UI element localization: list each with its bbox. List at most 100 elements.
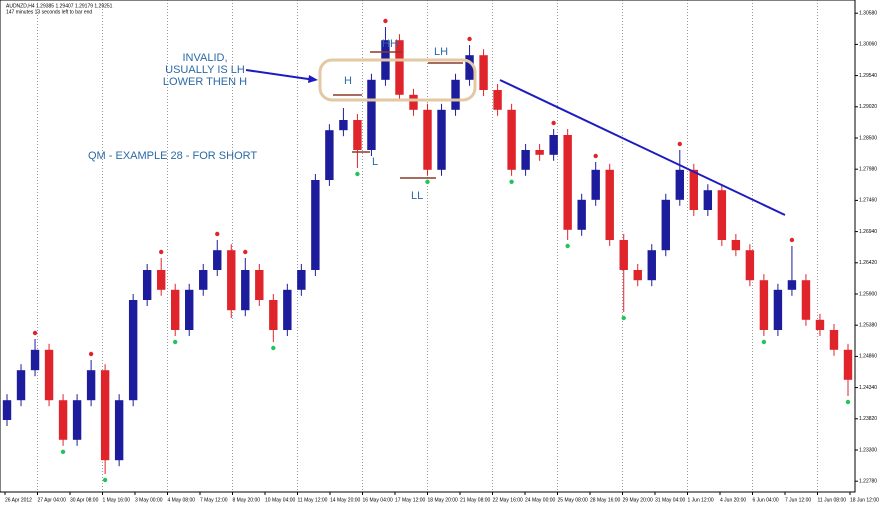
x-tick-label: 28 May 16:00 — [590, 497, 621, 503]
candle-body — [30, 349, 40, 371]
candle-body — [325, 130, 334, 180]
arrow-head — [308, 75, 318, 83]
candle-body — [535, 150, 544, 155]
x-tick-label: 4 May 08:00 — [168, 497, 196, 503]
fractal-down — [425, 179, 430, 184]
label-lh: LH — [434, 46, 448, 58]
candle-body — [647, 250, 656, 281]
candle-body — [16, 370, 26, 401]
x-tick-label: 8 May 20:00 — [233, 497, 261, 503]
candles — [2, 18, 853, 483]
candle-body — [128, 300, 138, 401]
x-tick-label: 22 May 16:00 — [493, 497, 524, 503]
label-h: H — [344, 75, 352, 87]
candle-body — [815, 319, 825, 330]
fractal-up — [158, 249, 164, 255]
y-tick-label: 1.26940 — [859, 229, 877, 235]
fractal-up — [467, 36, 472, 42]
fractal-down — [509, 179, 514, 184]
fractal-up — [243, 249, 248, 255]
candle-body — [731, 240, 741, 251]
candle-body — [675, 169, 684, 200]
fractal-down — [355, 171, 360, 177]
fractal-up — [551, 120, 556, 126]
x-tick-label: 25 May 08:00 — [558, 497, 589, 503]
y-tick-label: 1.23820 — [859, 416, 877, 422]
candle-body — [142, 270, 152, 300]
candle-body — [577, 199, 586, 230]
candle-body — [409, 94, 418, 110]
candle-body — [241, 270, 250, 311]
candle-body — [86, 370, 96, 401]
x-tick-label: 21 May 08:00 — [460, 497, 491, 503]
fractal-up — [88, 351, 94, 357]
x-tick-label: 7 May 12:00 — [200, 497, 228, 503]
x-tick-label: 27 Apr 04:00 — [38, 497, 67, 503]
candle-body — [689, 169, 699, 210]
candle-body — [843, 349, 853, 380]
candle-body — [703, 190, 713, 210]
candle-body — [311, 180, 320, 270]
pointer-arrow — [245, 69, 316, 81]
fractal-up — [593, 153, 598, 159]
candle-body — [353, 120, 362, 150]
candle-body — [451, 79, 460, 110]
candle-body — [423, 109, 432, 170]
candle-body — [717, 190, 727, 240]
fractal-down — [621, 315, 626, 321]
x-tick-label: 16 May 04:00 — [363, 497, 394, 503]
x-tick-label: 18 May 20:00 — [428, 497, 459, 503]
candle-body — [633, 270, 642, 281]
candle-body — [661, 199, 670, 251]
candle-body — [297, 270, 306, 290]
candle-body — [269, 300, 278, 330]
symbol-info: AUDNZD,H4 1.29385 1.29407 1.29179 1.2925… — [6, 3, 113, 9]
candle-body — [507, 109, 516, 170]
y-tick-label: 1.28500 — [859, 135, 877, 141]
candle-body — [773, 289, 783, 330]
candle-body — [745, 250, 755, 281]
candle-body — [283, 289, 292, 330]
x-tick-label: 31 May 04:00 — [655, 497, 686, 503]
x-tick-label: 7 Jun 12:00 — [785, 497, 811, 503]
y-tick-label: 1.23300 — [859, 447, 877, 453]
x-tick-label: 10 May 04:00 — [265, 497, 296, 503]
y-tick-label: 1.22780 — [859, 479, 877, 485]
y-tick-label: 1.30580 — [859, 11, 877, 17]
y-tick-label: 1.30060 — [859, 42, 877, 48]
fractal-up — [383, 18, 388, 24]
x-tick-label: 14 May 20:00 — [330, 497, 361, 503]
candle-body — [255, 270, 264, 300]
y-tick-label: 1.24860 — [859, 354, 877, 360]
candle-body — [58, 400, 68, 440]
x-tick-label: 29 May 20:00 — [623, 497, 654, 503]
x-tick-label: 1 May 16:00 — [103, 497, 131, 503]
fractal-up — [32, 330, 38, 336]
candle-body — [114, 400, 124, 461]
fractal-down — [565, 243, 570, 249]
fractal-down — [60, 449, 66, 454]
label-l: L — [372, 156, 378, 168]
x-tick-label: 11 May 12:00 — [298, 497, 328, 503]
y-tick-label: 1.27460 — [859, 198, 877, 204]
candle-body — [465, 55, 474, 80]
fractal-down — [845, 399, 851, 405]
x-tick-label: 26 Apr 2012 — [5, 497, 32, 503]
candle-body — [72, 400, 82, 440]
annotation-note: INVALID, USUALLY IS LH LOWER THEN H — [163, 52, 247, 88]
label-hh: HH — [382, 38, 398, 50]
x-tick-label: 4 Jun 20:00 — [720, 497, 746, 503]
trend-line — [499, 79, 786, 216]
y-tick-label: 1.29540 — [859, 73, 877, 79]
candle-body — [185, 289, 194, 330]
levels — [333, 51, 463, 179]
x-tick-label: 1 Jun 12:00 — [688, 497, 714, 503]
candle-body — [2, 400, 12, 420]
x-tick-label: 17 May 12:00 — [395, 497, 426, 503]
fractal-down — [102, 477, 108, 483]
candle-body — [759, 280, 769, 330]
separators — [37, 0, 818, 492]
candle-body — [367, 79, 376, 150]
